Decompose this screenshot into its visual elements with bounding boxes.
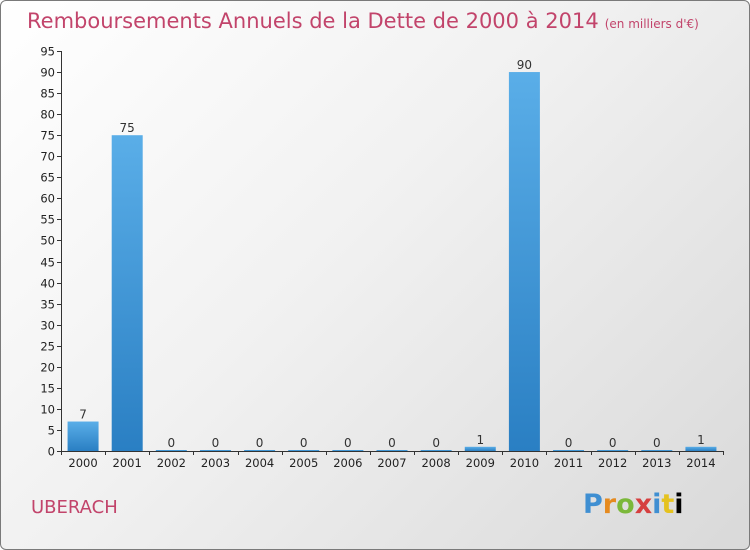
bar-value-label: 0 — [565, 436, 573, 450]
y-tick-label: 30 — [40, 319, 55, 333]
bar-value-label: 0 — [300, 436, 308, 450]
x-tick-label: 2013 — [642, 456, 671, 470]
y-tick-label: 40 — [40, 277, 55, 291]
proxiti-logo: Proxiti — [583, 489, 684, 520]
bar — [67, 421, 99, 451]
chart-title: Remboursements Annuels de la Dette de 20… — [27, 9, 699, 33]
y-tick-label: 50 — [40, 234, 55, 248]
y-tick-label: 70 — [40, 150, 55, 164]
bar-value-label: 0 — [432, 436, 440, 450]
logo-letter: o — [616, 489, 635, 520]
bar — [199, 450, 231, 451]
x-tick-label: 2011 — [554, 456, 583, 470]
bar — [464, 446, 496, 451]
x-tick-label: 2007 — [377, 456, 406, 470]
bar-value-label: 90 — [517, 58, 532, 72]
y-tick-label: 90 — [40, 66, 55, 80]
bar-value-label: 0 — [388, 436, 396, 450]
y-tick-label: 35 — [40, 298, 55, 312]
x-tick-label: 2006 — [333, 456, 362, 470]
bar-value-label: 0 — [344, 436, 352, 450]
x-tick-label: 2005 — [289, 456, 318, 470]
x-tick-label: 2001 — [113, 456, 142, 470]
bar — [376, 450, 408, 451]
bar — [288, 450, 320, 451]
y-tick-label: 20 — [40, 361, 55, 375]
y-tick-label: 60 — [40, 192, 55, 206]
bar-value-label: 0 — [212, 436, 220, 450]
bar — [155, 450, 187, 451]
logo-letter: x — [634, 489, 653, 520]
y-tick-label: 0 — [48, 445, 55, 459]
y-tick-label: 75 — [40, 129, 55, 143]
logo-letter: i — [652, 489, 662, 520]
y-tick-label: 95 — [40, 45, 55, 59]
bar-value-label: 0 — [609, 436, 617, 450]
bar-value-label: 1 — [697, 433, 705, 447]
bar-value-label: 0 — [168, 436, 176, 450]
x-tick-label: 2003 — [201, 456, 230, 470]
y-tick-label: 25 — [40, 340, 55, 354]
bar-value-label: 7 — [79, 408, 87, 422]
bar — [685, 446, 717, 451]
logo-letter: r — [602, 489, 617, 520]
logo-letter: t — [661, 489, 675, 520]
bar-value-label: 75 — [120, 121, 135, 135]
y-tick-label: 15 — [40, 382, 55, 396]
y-tick-label: 10 — [40, 403, 55, 417]
chart-unit: (en milliers d'€) — [604, 17, 699, 31]
chart-title-text: Remboursements Annuels de la Dette de 20… — [27, 9, 599, 33]
bar — [597, 450, 629, 451]
x-tick-label: 2002 — [157, 456, 186, 470]
bar — [111, 135, 143, 452]
bar-value-label: 0 — [256, 436, 264, 450]
y-tick-label: 85 — [40, 87, 55, 101]
bar — [244, 450, 276, 451]
x-tick-label: 2012 — [598, 456, 627, 470]
y-tick-label: 45 — [40, 256, 55, 270]
y-tick-label: 80 — [40, 108, 55, 122]
bar — [641, 450, 673, 451]
x-tick-label: 2008 — [421, 456, 450, 470]
bar — [420, 450, 452, 451]
x-tick-label: 2014 — [686, 456, 715, 470]
logo-letter: i — [674, 489, 684, 520]
y-tick-label: 5 — [48, 424, 55, 438]
bar — [508, 72, 540, 451]
bar — [332, 450, 364, 451]
commune-name: UBERACH — [31, 497, 118, 518]
y-tick-label: 65 — [40, 171, 55, 185]
x-tick-label: 2010 — [510, 456, 539, 470]
bar-value-label: 0 — [653, 436, 661, 450]
y-tick-label: 55 — [40, 213, 55, 227]
bar — [553, 450, 585, 451]
x-tick-label: 2009 — [466, 456, 495, 470]
x-tick-label: 2004 — [245, 456, 274, 470]
logo-letter: P — [583, 489, 603, 520]
x-tick-label: 2000 — [68, 456, 97, 470]
bar-value-label: 1 — [476, 433, 484, 447]
